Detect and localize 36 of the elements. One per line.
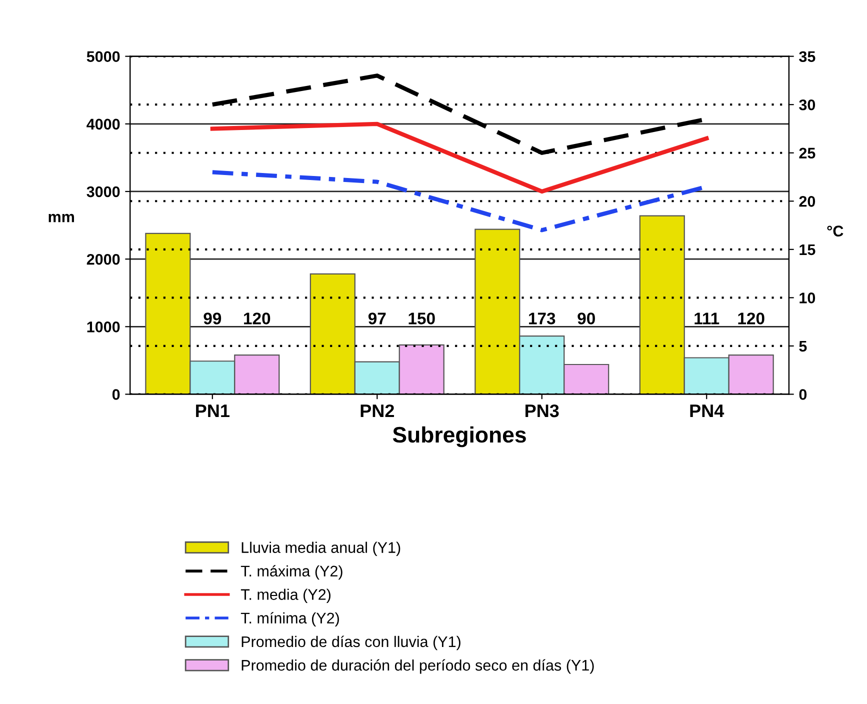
- x-axis-title: Subregiones: [392, 426, 526, 448]
- y-axis-title: mm: [48, 214, 74, 222]
- x-tick-label: PN1: [196, 404, 230, 418]
- annotation: 111: [694, 312, 720, 324]
- y2-tick-label: 5: [799, 340, 807, 352]
- y-tick-label: 0: [112, 389, 120, 400]
- y2-axis-title: °C: [827, 226, 844, 236]
- annotation: 97: [368, 312, 386, 324]
- legend-label: Promedio de días con lluvia (Y1): [242, 636, 460, 650]
- annotation: 90: [578, 312, 595, 324]
- y2-tick-label: 30: [799, 99, 816, 110]
- legend-label: Promedio de duración del período seco en días (Y1): [242, 659, 594, 674]
- y-tick-label: 5000: [86, 51, 120, 62]
- x-tick-label: PN4: [690, 404, 724, 418]
- y2-tick-label: 20: [799, 196, 816, 207]
- line-series: [210, 122, 709, 194]
- y-tick-label: 3000: [86, 186, 120, 198]
- y2-tick-label: 35: [799, 51, 816, 62]
- annotation: 150: [408, 312, 435, 324]
- x-tick-label: PN2: [360, 404, 394, 418]
- y2-tick-label: 10: [800, 292, 816, 304]
- annotation: 120: [244, 312, 270, 324]
- y2-tick-label: 25: [799, 148, 816, 159]
- annotation: 99: [204, 312, 222, 324]
- annotation: 120: [738, 312, 764, 324]
- legend-label: T. máxima (Y2): [240, 565, 342, 580]
- y2-tick-label: 0: [799, 389, 807, 400]
- y2-tick-label: 15: [800, 244, 816, 256]
- legend-label: Lluvia media anual (Y1): [242, 542, 400, 556]
- y-tick-label: 2000: [86, 254, 120, 265]
- legend-label: T. mínima (Y2): [240, 612, 339, 627]
- x-tick-label: PN3: [526, 404, 559, 418]
- annotation: 173: [529, 312, 556, 324]
- y-tick-label: 1000: [87, 322, 120, 332]
- legend-label: T. media (Y2): [240, 588, 330, 603]
- y-tick-label: 4000: [86, 118, 120, 130]
